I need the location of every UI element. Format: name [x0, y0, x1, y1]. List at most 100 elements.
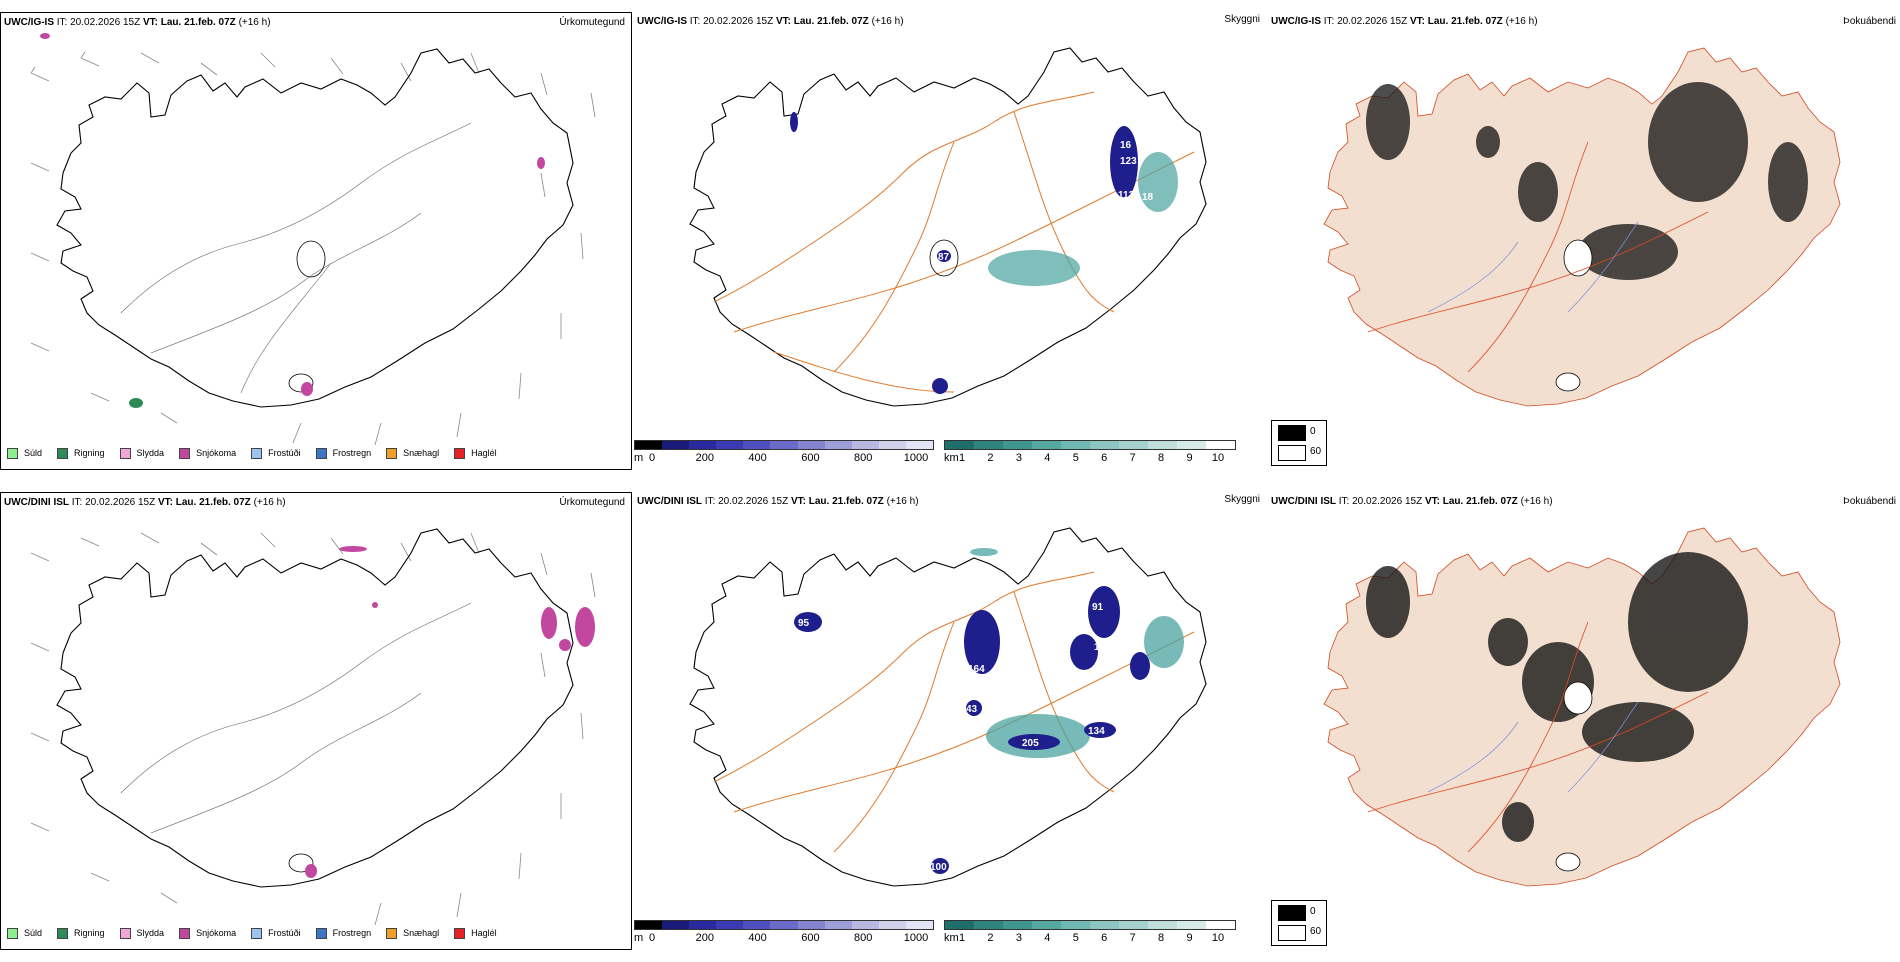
precip-map	[30, 33, 596, 446]
colorbar-tick: 1000	[903, 932, 929, 944]
colorbar-tick: 9	[1186, 452, 1193, 464]
vt-label: VT: Lau. 21.feb. 07Z	[157, 497, 251, 508]
low-visibility-areas	[790, 112, 1138, 394]
colorbar-tick: 800	[854, 452, 873, 464]
panel-title: Þokuábendi	[1843, 16, 1896, 27]
fog-dark-areas	[1366, 552, 1748, 842]
colorbar-tick: 400	[748, 932, 767, 944]
colorbar-tick: 0	[648, 452, 656, 464]
snow-patch	[301, 382, 313, 396]
colorbar-tick: 5	[1072, 932, 1079, 944]
wind-barbs	[30, 532, 596, 926]
colorbar-tick: 200	[695, 932, 714, 944]
colorbar-cell	[905, 921, 934, 929]
colorbar-tick: 4	[1044, 452, 1051, 464]
it-label: IT:	[56, 17, 68, 28]
legend-item: Frostregn	[315, 447, 372, 459]
legend-label: Haglél	[471, 448, 497, 458]
legend-label: Snæhagl	[403, 928, 440, 938]
legend-swatch	[251, 927, 263, 939]
vis-label: 103	[1094, 642, 1111, 653]
legend-label: Snjókoma	[196, 928, 237, 938]
model-name: UWC/DINI ISL	[1271, 496, 1336, 507]
colorbar-cell	[770, 441, 798, 449]
colorbar-tick: 2	[987, 932, 994, 944]
legend-swatch	[179, 927, 191, 939]
glacier-outline	[1555, 239, 1593, 392]
colorbar-tick: 600	[801, 932, 820, 944]
colorbar-cell	[716, 441, 744, 449]
colorbar-tick: 3	[1015, 452, 1022, 464]
model-name: UWC/IG-IS	[4, 17, 54, 28]
colorbar-tick: 8	[1158, 452, 1165, 464]
legend-swatch	[315, 927, 327, 939]
legend-item: Rigning	[57, 927, 105, 939]
it-label: IT:	[704, 496, 716, 507]
legend-swatch	[7, 447, 18, 459]
roads	[120, 122, 472, 394]
vis-label: 113	[1118, 190, 1135, 201]
rain-patch	[129, 398, 143, 408]
legend-item: Slydda	[119, 447, 164, 459]
legend-label: Frostúði	[268, 448, 301, 458]
lead-time: (+16 h)	[1520, 496, 1553, 507]
vt-label: VT: Lau. 21.feb. 07Z	[1409, 16, 1503, 27]
colorbar-meters: m 0 200 400 600 800 1000	[634, 918, 934, 950]
colorbar-cell	[1119, 441, 1148, 449]
colorbar-cell	[635, 921, 663, 929]
vt-label: VT: Lau. 21.feb. 07Z	[1424, 496, 1518, 507]
it-label: IT:	[689, 16, 701, 27]
precip-legend: Súld Rigning Slydda Snjókoma Frostúði Frostre…	[7, 923, 512, 943]
vis-labels: 95 91 103 116 164 43 205 134 100	[798, 602, 1145, 873]
legend-label: Haglél	[471, 928, 497, 938]
fog-tick: 0	[1310, 906, 1316, 917]
lead-time: (+16 h)	[886, 496, 919, 507]
row-dini-isl: UWC/DINI ISL IT: 20.02.2026 15Z VT: Lau.…	[0, 492, 1900, 962]
legend-swatch	[119, 927, 131, 939]
glacier-outline	[288, 373, 314, 393]
visibility-map: 16 123 113 18 87 20	[689, 47, 1207, 407]
iceland-coastline	[56, 528, 574, 888]
vt-label: VT: Lau. 21.feb. 07Z	[790, 496, 884, 507]
legend-swatch	[251, 447, 263, 459]
colorbar-tick: 1	[958, 452, 966, 464]
legend-item: Frostregn	[315, 927, 371, 939]
fog-tick: 60	[1310, 446, 1322, 457]
visibility-panel: 95 91 103 116 164 43 205 134 100 UWC/DIN…	[634, 492, 1268, 950]
colorbar-cell	[878, 441, 906, 449]
rivers-roads	[1367, 621, 1709, 853]
colorbar-cell	[1032, 441, 1061, 449]
it-value: 20.02.2026 15Z	[85, 497, 156, 508]
colorbar-cell	[824, 441, 852, 449]
legend-label: Súld	[24, 448, 43, 458]
fog-map	[1323, 527, 1841, 887]
legend-item: Súld	[7, 927, 42, 939]
it-value: 20.02.2026 15Z	[70, 17, 141, 28]
fog-tick: 60	[1310, 926, 1322, 937]
colorbar-unit: m	[634, 932, 644, 944]
legend-item: Snjókoma	[179, 927, 237, 939]
colorbar-cell	[797, 441, 825, 449]
panel-header: UWC/IG-IS IT: 20.02.2026 15Z VT: Lau. 21…	[1271, 16, 1538, 27]
fog-swatch-black	[1278, 425, 1306, 441]
colorbar-meters: m 0 200 400 600 800 1000	[634, 438, 934, 470]
model-name: UWC/IG-IS	[637, 16, 687, 27]
legend-swatch	[315, 447, 327, 459]
rivers	[1427, 701, 1639, 793]
rivers	[1427, 221, 1639, 313]
colorbar-cell	[905, 441, 934, 449]
fog-colorbar: 0 60	[1271, 900, 1327, 946]
legend-label: Snjókoma	[196, 448, 237, 458]
colorbar-cell	[689, 921, 717, 929]
lead-time: (+16 h)	[1505, 16, 1538, 27]
legend-item: Haglél	[454, 927, 497, 939]
legend-item: Rigning	[57, 447, 105, 459]
legend-label: Frostregn	[332, 448, 372, 458]
iceland-coastline	[56, 48, 574, 408]
colorbar-cell	[1061, 921, 1090, 929]
legend-swatch	[454, 447, 466, 459]
glacier-outline	[929, 239, 959, 277]
colorbar-unit: km	[944, 932, 959, 944]
legend-item: Slydda	[119, 927, 164, 939]
legend-swatch	[57, 927, 69, 939]
